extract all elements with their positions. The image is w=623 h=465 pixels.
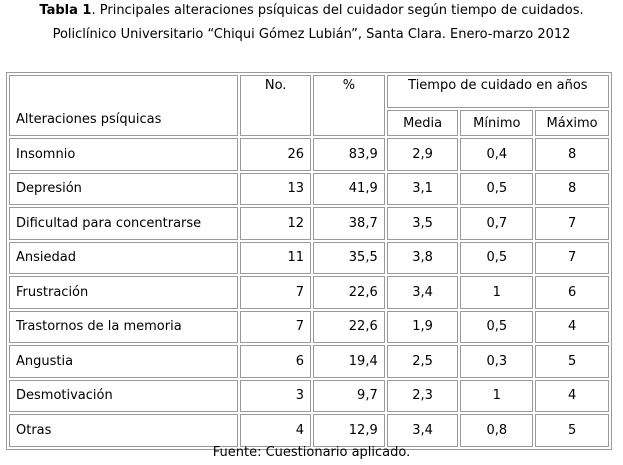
- header-row-1: Alteraciones psíquicas No. % Tiempo de c…: [9, 75, 609, 136]
- header-row-2: Media Mínimo Máximo: [9, 110, 609, 136]
- table-body: Alteraciones psíquicas No. % Tiempo de c…: [9, 75, 609, 447]
- cell-no: 11: [240, 241, 312, 274]
- cell-pct: 22,6: [313, 310, 385, 343]
- cell-pct: 83,9: [313, 138, 385, 171]
- cell-media: 2,9: [386, 138, 459, 171]
- header-pct: %: [313, 75, 385, 136]
- cell-no: 26: [240, 138, 312, 171]
- cell-max: 6: [535, 276, 609, 309]
- table-row: Depresión 13 41,9 3,1 0,5 8: [9, 172, 609, 205]
- cell-label: Angustia: [9, 345, 239, 378]
- cell-max: 5: [535, 414, 609, 447]
- cell-no: 7: [240, 276, 312, 309]
- cell-min: 0,5: [460, 241, 534, 274]
- header-alteraciones: Alteraciones psíquicas: [9, 75, 239, 136]
- cell-pct: 12,9: [313, 414, 385, 447]
- cell-max: 4: [535, 310, 609, 343]
- cell-min: 1: [460, 276, 534, 309]
- cell-pct: 19,4: [313, 345, 385, 378]
- cell-no: 3: [240, 379, 312, 412]
- cell-min: 1: [460, 379, 534, 412]
- cell-min: 0,5: [460, 310, 534, 343]
- cell-label: Dificultad para concentrarse: [9, 207, 239, 240]
- cell-label: Insomnio: [9, 138, 239, 171]
- table-row: Insomnio 26 83,9 2,9 0,4 8: [9, 138, 609, 171]
- cell-media: 2,3: [386, 379, 459, 412]
- data-table: Alteraciones psíquicas No. % Tiempo de c…: [6, 72, 612, 450]
- cell-media: 3,8: [386, 241, 459, 274]
- cell-label: Trastornos de la memoria: [9, 310, 239, 343]
- cell-max: 4: [535, 379, 609, 412]
- table-row: Dificultad para concentrarse 12 38,7 3,5 0,7…: [9, 207, 609, 240]
- header-minimo: Mínimo: [460, 110, 534, 136]
- cell-pct: 9,7: [313, 379, 385, 412]
- table-caption-line2: Policlínico Universitario “Chiqui Gómez …: [52, 27, 571, 42]
- cell-pct: 35,5: [313, 241, 385, 274]
- table-row: Ansiedad 11 35,5 3,8 0,5 7: [9, 241, 609, 274]
- cell-label: Desmotivación: [9, 379, 239, 412]
- cell-min: 0,7: [460, 207, 534, 240]
- header-tiempo: Tiempo de cuidado en años: [386, 75, 609, 108]
- cell-min: 0,3: [460, 345, 534, 378]
- cell-no: 7: [240, 310, 312, 343]
- cell-label: Frustración: [9, 276, 239, 309]
- cell-no: 4: [240, 414, 312, 447]
- cell-min: 0,5: [460, 172, 534, 205]
- table-row: Trastornos de la memoria 7 22,6 1,9 0,5 4: [9, 310, 609, 343]
- table-row: Otras 4 12,9 3,4 0,8 5: [9, 414, 609, 447]
- header-maximo: Máximo: [535, 110, 609, 136]
- cell-max: 8: [535, 138, 609, 171]
- cell-max: 7: [535, 241, 609, 274]
- table-label: Tabla 1: [39, 3, 92, 18]
- cell-min: 0,8: [460, 414, 534, 447]
- cell-media: 3,4: [386, 276, 459, 309]
- cell-pct: 38,7: [313, 207, 385, 240]
- table-caption-line1: Tabla 1. Principales alteraciones psíqui…: [0, 3, 623, 18]
- cell-no: 13: [240, 172, 312, 205]
- cell-label: Otras: [9, 414, 239, 447]
- table-row: Angustia 6 19,4 2,5 0,3 5: [9, 345, 609, 378]
- cell-pct: 41,9: [313, 172, 385, 205]
- caption-title: . Principales alteraciones psíquicas del…: [91, 3, 584, 18]
- table-source-note: Fuente: Cuestionario aplicado.: [212, 445, 411, 460]
- cell-max: 8: [535, 172, 609, 205]
- cell-media: 3,1: [386, 172, 459, 205]
- cell-label: Ansiedad: [9, 241, 239, 274]
- cell-media: 3,5: [386, 207, 459, 240]
- cell-media: 1,9: [386, 310, 459, 343]
- cell-no: 6: [240, 345, 312, 378]
- cell-max: 7: [535, 207, 609, 240]
- cell-media: 2,5: [386, 345, 459, 378]
- table-row: Desmotivación 3 9,7 2,3 1 4: [9, 379, 609, 412]
- cell-no: 12: [240, 207, 312, 240]
- cell-max: 5: [535, 345, 609, 378]
- cell-min: 0,4: [460, 138, 534, 171]
- table-row: Frustración 7 22,6 3,4 1 6: [9, 276, 609, 309]
- header-no: No.: [240, 75, 312, 136]
- cell-label: Depresión: [9, 172, 239, 205]
- cell-media: 3,4: [386, 414, 459, 447]
- header-media: Media: [386, 110, 459, 136]
- cell-pct: 22,6: [313, 276, 385, 309]
